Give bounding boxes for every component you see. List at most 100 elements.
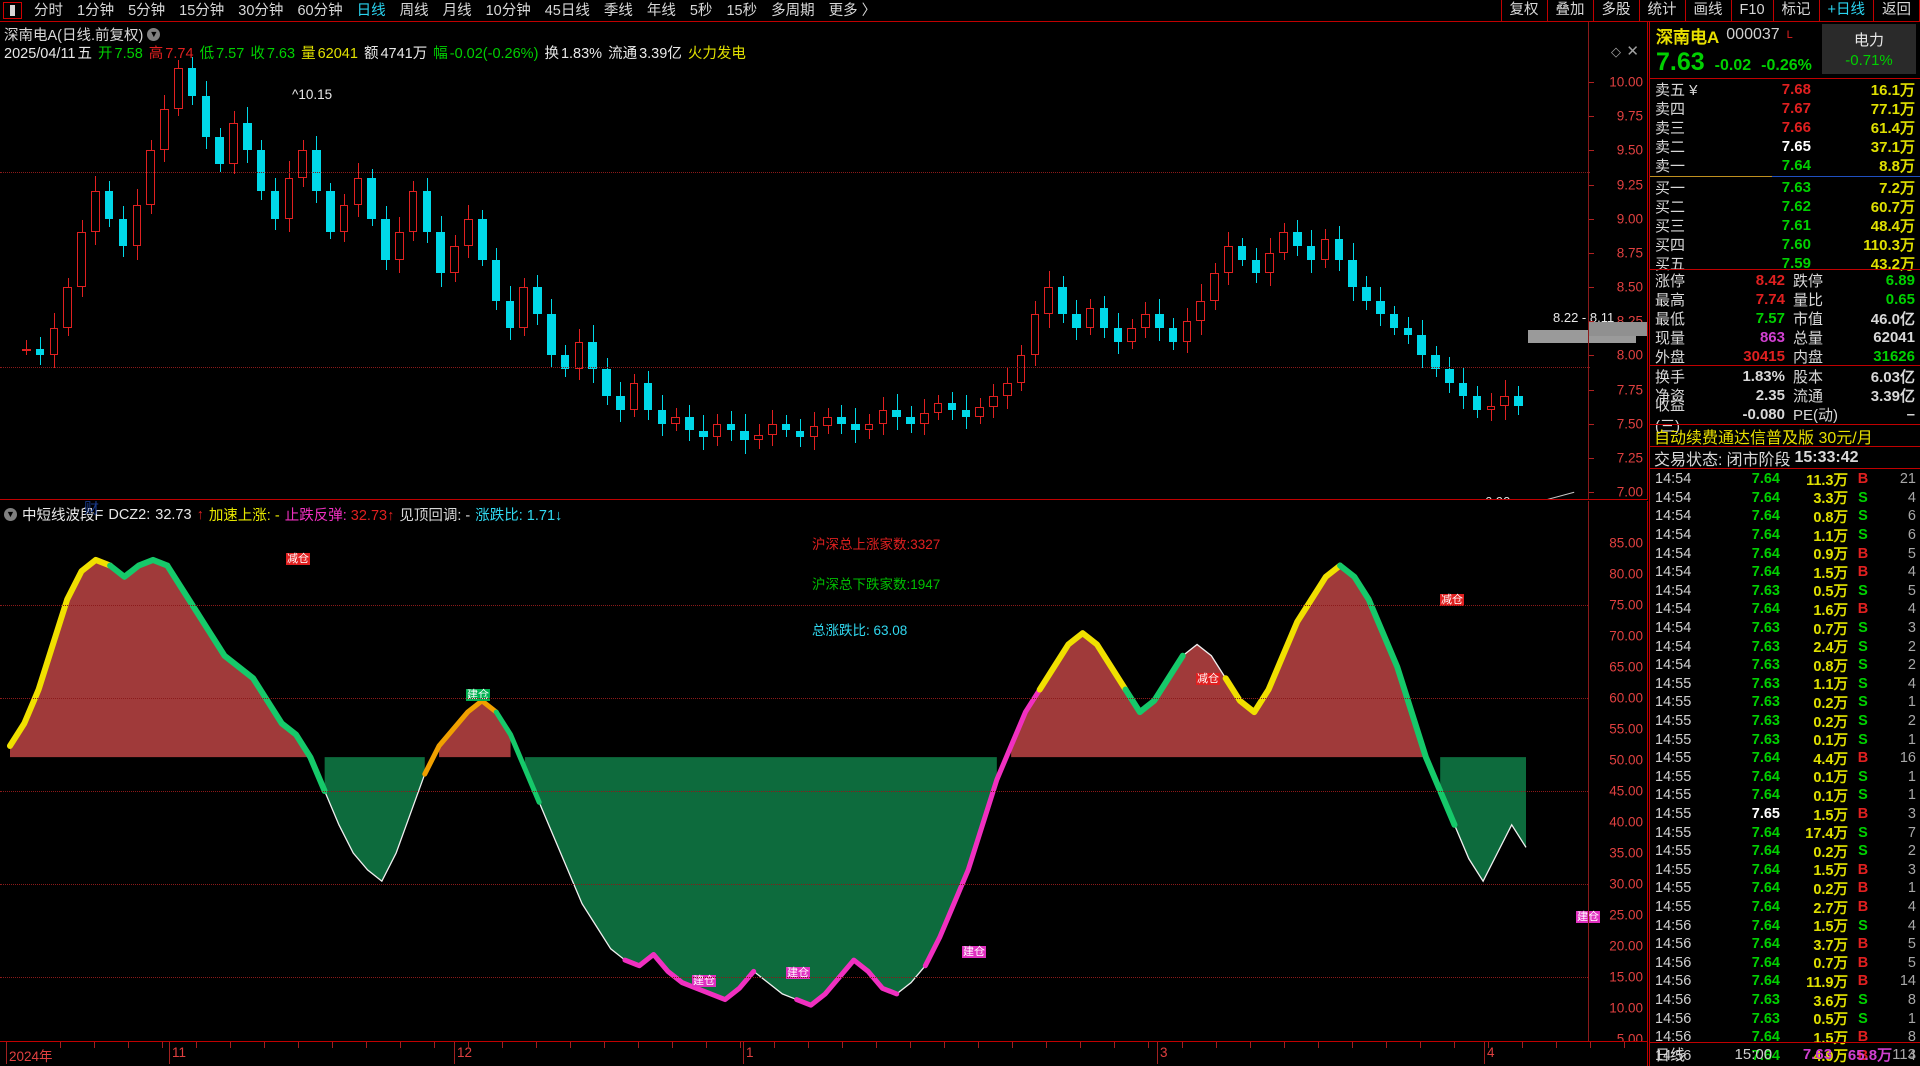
period-tab-7[interactable]: 周线 <box>399 2 429 19</box>
ticker-row-18[interactable]: 14:55 7.65 1.5万 B 3 <box>1650 805 1920 824</box>
period-tab-10[interactable]: 45日线 <box>544 2 590 19</box>
ticker-volume: 2.4万 <box>1813 640 1848 657</box>
ticker-price: 7.63 <box>1751 620 1780 637</box>
ask-volume: 8.8万 <box>1879 158 1915 175</box>
ticker-row-20[interactable]: 14:55 7.64 0.2万 S 2 <box>1650 842 1920 861</box>
ask-row-4[interactable]: 卖一 7.64 8.8万 <box>1650 156 1920 175</box>
bid-price: 7.62 <box>1781 198 1811 215</box>
ticker-row-15[interactable]: 14:55 7.64 4.4万 B 16 <box>1650 749 1920 768</box>
ticker-row-19[interactable]: 14:55 7.64 17.4万 S 7 <box>1650 823 1920 843</box>
ticker-row-12[interactable]: 14:55 7.63 0.2万 S 1 <box>1650 693 1920 712</box>
divider <box>1650 365 1920 366</box>
ticker-row-29[interactable]: 14:56 7.63 0.5万 S 1 <box>1650 1009 1920 1029</box>
toolbar-action-2[interactable]: 多股 <box>1592 0 1639 21</box>
ticker-side: S <box>1858 731 1868 748</box>
ticker-volume: 0.1万 <box>1813 788 1848 805</box>
ticker-row-31[interactable]: 14:56 7.64 4.9万 B 4 <box>1650 1047 1920 1066</box>
ask-row-0[interactable]: 卖五 ¥ 7.68 16.1万 <box>1650 80 1920 99</box>
bid-row-1[interactable]: 买二 7.62 60.7万 <box>1650 197 1920 216</box>
ticker-row-2[interactable]: 14:54 7.64 0.8万 S 6 <box>1650 507 1920 526</box>
toolbar-action-8[interactable]: 返回 <box>1873 0 1920 21</box>
toolbar-action-3[interactable]: 统计 <box>1638 0 1685 21</box>
ticker-row-21[interactable]: 14:55 7.64 1.5万 B 3 <box>1650 861 1920 880</box>
ticker-volume: 1.1万 <box>1813 528 1848 545</box>
value-amount: 4741万 <box>380 46 428 62</box>
date-minor-tick <box>434 1042 435 1048</box>
bid-row-4[interactable]: 买五 7.59 43.2万 <box>1650 254 1920 273</box>
indicator-chevron-icon[interactable]: ▼ <box>4 508 17 521</box>
ticker-row-10[interactable]: 14:54 7.63 0.8万 S 2 <box>1650 656 1920 675</box>
toolbar-action-7[interactable]: +日线 <box>1818 0 1873 21</box>
ticker-count: 1 <box>1907 1010 1916 1027</box>
ticker-row-28[interactable]: 14:56 7.63 3.6万 S 8 <box>1650 991 1920 1010</box>
bid-row-3[interactable]: 买四 7.60 110.3万 <box>1650 235 1920 254</box>
main-candlestick-chart[interactable]: 深南电A(日线.前复权) ▼ 2025/04/11 五 开 7.58 高 7.74 低… <box>0 22 1648 500</box>
period-tab-13[interactable]: 5秒 <box>689 2 713 19</box>
ask-row-1[interactable]: 卖四 7.67 77.1万 <box>1650 99 1920 118</box>
ticker-price: 7.63 <box>1751 713 1780 730</box>
period-tab-3[interactable]: 15分钟 <box>179 2 225 19</box>
period-tab-15[interactable]: 多周期 <box>771 2 815 19</box>
stat-value: 1.83% <box>1742 368 1785 385</box>
period-tab-6[interactable]: 日线 <box>356 2 386 19</box>
ticker-row-27[interactable]: 14:56 7.64 11.9万 B 14 <box>1650 972 1920 991</box>
ask-row-3[interactable]: 卖二 7.65 37.1万 <box>1650 137 1920 156</box>
ticker-row-8[interactable]: 14:54 7.63 0.7万 S 3 <box>1650 619 1920 638</box>
promo-banner[interactable]: 自动续费通达信普及版 30元/月 <box>1654 429 1873 447</box>
ticker-price: 7.64 <box>1751 824 1780 841</box>
period-tab-9[interactable]: 10分钟 <box>485 2 531 19</box>
signal-badge-1: 建仓 <box>466 689 490 701</box>
ticker-row-11[interactable]: 14:55 7.63 1.1万 S 4 <box>1650 675 1920 694</box>
price-tick-label: 8.50 <box>1616 279 1643 295</box>
ask-row-2[interactable]: 卖三 7.66 61.4万 <box>1650 118 1920 137</box>
panel-toggle-icon[interactable] <box>3 2 22 19</box>
ticker-row-26[interactable]: 14:56 7.64 0.7万 B 5 <box>1650 954 1920 973</box>
ticker-row-23[interactable]: 14:55 7.64 2.7万 B 4 <box>1650 898 1920 917</box>
bid-row-2[interactable]: 买三 7.61 48.4万 <box>1650 216 1920 235</box>
period-tab-14[interactable]: 15秒 <box>726 2 758 19</box>
ticker-row-14[interactable]: 14:55 7.63 0.1万 S 1 <box>1650 730 1920 750</box>
period-tab-5[interactable]: 60分钟 <box>297 2 343 19</box>
ticker-row-22[interactable]: 14:55 7.64 0.2万 B 1 <box>1650 879 1920 898</box>
ticker-row-13[interactable]: 14:55 7.63 0.2万 S 2 <box>1650 712 1920 731</box>
ticker-row-4[interactable]: 14:54 7.64 0.9万 B 5 <box>1650 544 1920 564</box>
ticker-row-6[interactable]: 14:54 7.63 0.5万 S 5 <box>1650 582 1920 601</box>
toolbar-action-0[interactable]: 复权 <box>1500 0 1547 21</box>
ticker-row-0[interactable]: 14:54 7.64 11.3万 B 21 <box>1650 470 1920 489</box>
period-tab-11[interactable]: 季线 <box>603 2 633 19</box>
period-tab-4[interactable]: 30分钟 <box>238 2 284 19</box>
ticker-row-9[interactable]: 14:54 7.63 2.4万 S 2 <box>1650 637 1920 657</box>
period-tab-16[interactable]: 更多 〉 <box>828 2 877 19</box>
period-tab-12[interactable]: 年线 <box>646 2 676 19</box>
bid-row-0[interactable]: 买一 7.63 7.2万 <box>1650 178 1920 197</box>
ticker-row-1[interactable]: 14:54 7.64 3.3万 S 4 <box>1650 489 1920 508</box>
ticker-row-25[interactable]: 14:56 7.64 3.7万 B 5 <box>1650 935 1920 954</box>
close-icon[interactable]: ✕ <box>1626 43 1639 60</box>
ticker-row-24[interactable]: 14:56 7.64 1.5万 S 4 <box>1650 916 1920 936</box>
stock-identity[interactable]: 深南电A 000037 L <box>1650 24 1920 47</box>
sector-badge[interactable]: 电力 -0.71% <box>1822 24 1916 74</box>
ticker-row-3[interactable]: 14:54 7.64 1.1万 S 6 <box>1650 526 1920 545</box>
ticker-row-5[interactable]: 14:54 7.64 1.5万 B 4 <box>1650 563 1920 582</box>
ticker-row-16[interactable]: 14:55 7.64 0.1万 S 1 <box>1650 768 1920 787</box>
toolbar-action-1[interactable]: 叠加 <box>1546 0 1593 21</box>
period-tab-0[interactable]: 分时 <box>34 2 63 19</box>
toolbar-action-6[interactable]: 标记 <box>1772 0 1819 21</box>
value-high: 7.74 <box>165 46 194 62</box>
toolbar-action-5[interactable]: F10 <box>1730 0 1773 21</box>
date-label-2: 12 <box>457 1045 473 1060</box>
ticker-row-17[interactable]: 14:55 7.64 0.1万 S 1 <box>1650 786 1920 805</box>
indicator-panel[interactable]: ▼ 中短线波段F DCZ2: 32.73 ↑ 加速上涨: - 止跌反弹: 32.7… <box>0 501 1648 1041</box>
period-tab-1[interactable]: 1分钟 <box>77 2 115 19</box>
quote-weekday: 五 <box>77 46 93 62</box>
ticker-price: 7.64 <box>1751 471 1780 488</box>
sector-tag[interactable]: 火力发电 <box>687 46 746 62</box>
period-tab-2[interactable]: 5分钟 <box>128 2 166 19</box>
toolbar-action-4[interactable]: 画线 <box>1684 0 1731 21</box>
period-tab-8[interactable]: 月线 <box>442 2 472 19</box>
divider <box>1650 424 1920 425</box>
ticker-row-7[interactable]: 14:54 7.64 1.6万 B 4 <box>1650 600 1920 619</box>
ticker-count: 4 <box>1907 564 1916 581</box>
diamond-icon[interactable]: ◇ <box>1611 44 1621 59</box>
chevron-down-icon[interactable]: ▼ <box>147 28 161 41</box>
